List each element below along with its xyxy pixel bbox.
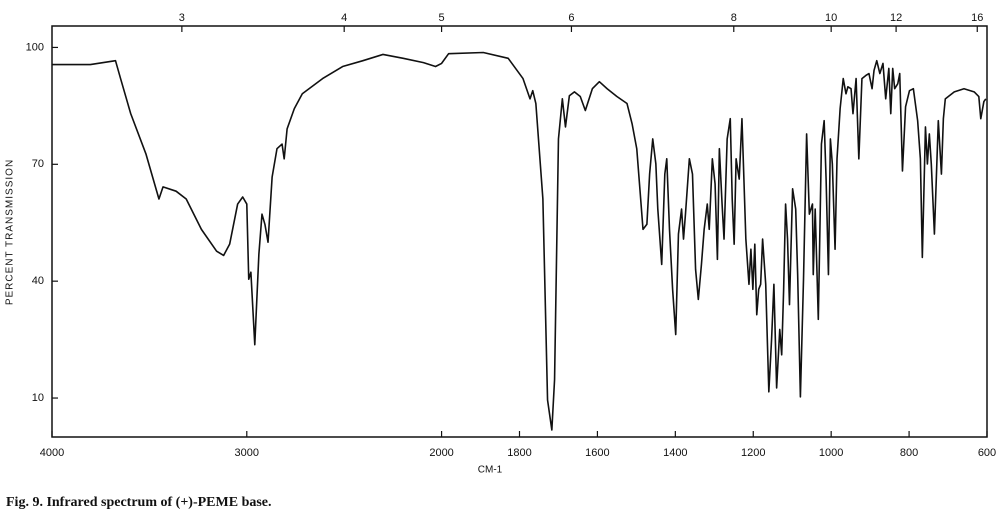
caption: Fig. 9. Infrared spectrum of (+)-PEME ba…	[6, 495, 272, 510]
x-tick-label: 4000	[40, 447, 64, 459]
x2-tick-label: 4	[341, 12, 347, 24]
x2-tick-label: 16	[971, 12, 983, 24]
x-tick-label: 800	[900, 447, 918, 459]
y-tick-label: 70	[32, 158, 44, 170]
x2-tick-label: 5	[439, 12, 445, 24]
y-tick-label: 10	[32, 392, 44, 404]
spectrum-line	[52, 51, 987, 431]
x2-tick-label: 12	[890, 12, 902, 24]
x2-tick-label: 8	[731, 12, 737, 24]
x2-tick-label: 3	[179, 12, 185, 24]
x-tick-label: 1400	[663, 447, 687, 459]
x-tick-label: 600	[978, 447, 996, 459]
x-tick-label: 1600	[585, 447, 609, 459]
y-axis-label: PERCENT TRANSMISSION	[5, 159, 16, 305]
x-tick-label: 1000	[819, 447, 843, 459]
y-tick-label: 100	[26, 41, 44, 53]
x-tick-label: 3000	[235, 447, 259, 459]
y-tick-label: 40	[32, 275, 44, 287]
x-tick-label: 2000	[429, 447, 453, 459]
x-axis-label: CM-1	[478, 465, 503, 476]
x2-tick-label: 6	[568, 12, 574, 24]
x2-tick-label: 10	[825, 12, 837, 24]
plot-frame	[51, 25, 988, 438]
x-tick-label: 1800	[507, 447, 531, 459]
x-tick-label: 1200	[741, 447, 765, 459]
